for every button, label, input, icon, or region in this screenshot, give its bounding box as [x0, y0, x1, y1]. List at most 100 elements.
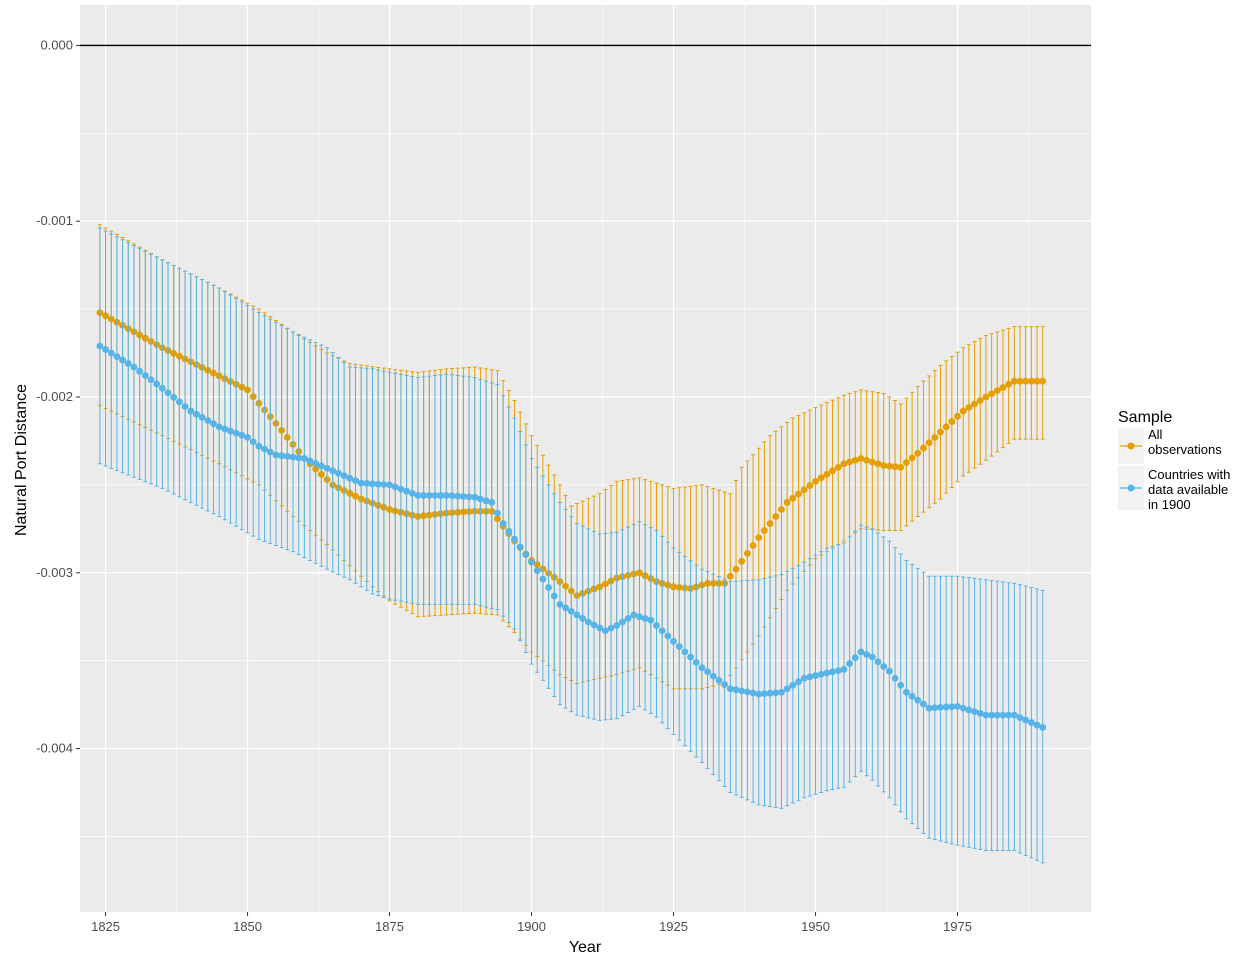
data-point [897, 463, 905, 471]
data-point [658, 627, 666, 635]
data-point [221, 425, 229, 433]
data-point [1005, 380, 1013, 388]
data-point [204, 417, 212, 424]
data-point [834, 667, 842, 675]
data-point [1010, 711, 1018, 719]
data-point [891, 674, 899, 682]
data-point [937, 428, 944, 436]
legend-label-all-line1: All [1148, 427, 1163, 442]
data-point [959, 704, 967, 712]
data-point [210, 420, 217, 428]
data-point [885, 462, 893, 470]
data-point [664, 632, 672, 640]
data-point [863, 456, 871, 464]
data-point [976, 397, 984, 404]
legend-label-countries-line3: in 1900 [1148, 497, 1191, 512]
data-point [562, 604, 570, 612]
data-point [795, 678, 802, 686]
data-point [619, 618, 626, 626]
data-point [312, 460, 320, 467]
data-point [954, 412, 961, 420]
data-point [1016, 377, 1024, 385]
data-point [545, 584, 552, 591]
data-point [965, 404, 973, 411]
data-point [823, 669, 831, 677]
y-axis-title: Natural Port Distance [13, 384, 30, 536]
data-point [999, 384, 1007, 391]
data-point [863, 651, 871, 658]
data-point [607, 624, 615, 632]
data-point [272, 451, 280, 459]
data-point [851, 654, 859, 662]
data-point [959, 407, 967, 415]
data-point [761, 690, 768, 697]
data-point [749, 542, 757, 549]
data-point [823, 470, 831, 478]
data-point [641, 615, 649, 622]
x-tick-label: 1825 [91, 919, 120, 934]
data-point [278, 452, 286, 460]
data-point [198, 413, 206, 421]
data-point [414, 492, 422, 499]
data-point [255, 442, 263, 450]
data-point [352, 477, 359, 485]
data-point [829, 467, 836, 475]
data-point [306, 457, 314, 465]
data-point [857, 455, 865, 462]
data-point [715, 676, 723, 684]
data-point [709, 672, 717, 680]
data-point [800, 486, 808, 494]
axis-layer: 1825 1850 1875 1900 1925 1950 1975 0.000 -0.001 -… [36, 37, 1091, 934]
data-point [420, 492, 428, 499]
data-point [647, 616, 655, 624]
data-point [897, 681, 905, 689]
legend-title: Sample [1118, 409, 1172, 426]
data-point [119, 356, 126, 364]
data-point [971, 708, 978, 716]
y-tick-label: -0.003 [36, 565, 73, 580]
data-point [721, 681, 729, 688]
data-point [789, 494, 797, 502]
data-point [903, 688, 910, 696]
data-point [187, 407, 195, 415]
data-point [96, 342, 104, 350]
data-point [806, 482, 814, 489]
data-point [505, 527, 513, 535]
data-point [914, 449, 922, 457]
data-point [772, 513, 780, 520]
y-tick-label: 0.000 [40, 37, 73, 52]
data-point [931, 704, 939, 712]
data-point [249, 438, 257, 446]
data-point [556, 600, 564, 608]
data-point [636, 613, 643, 621]
data-point [425, 492, 433, 499]
data-point [726, 572, 734, 580]
data-point [482, 497, 490, 505]
legend-label-countries-line2: data available [1148, 482, 1228, 497]
data-point [982, 393, 990, 401]
data-point [937, 703, 944, 711]
legend: Sample All observations Countries with d… [1118, 409, 1230, 512]
data-point [261, 445, 268, 453]
data-point [533, 567, 541, 575]
data-point [942, 423, 950, 431]
data-point [465, 493, 473, 501]
data-point [812, 672, 819, 679]
series-layer [96, 224, 1047, 864]
data-point [766, 689, 774, 697]
data-point [988, 711, 996, 719]
data-point [726, 685, 734, 693]
data-point [976, 709, 984, 717]
data-point [539, 575, 547, 583]
data-point [130, 363, 138, 371]
data-point [971, 400, 978, 408]
x-tick-label: 1950 [801, 919, 830, 934]
legend-label-all-line2: observations [1148, 442, 1222, 457]
data-point [653, 622, 660, 629]
data-point [670, 637, 677, 645]
data-point [158, 384, 166, 392]
data-point [1022, 716, 1030, 724]
data-point [624, 615, 632, 622]
data-point [766, 520, 774, 527]
data-point [613, 622, 621, 629]
